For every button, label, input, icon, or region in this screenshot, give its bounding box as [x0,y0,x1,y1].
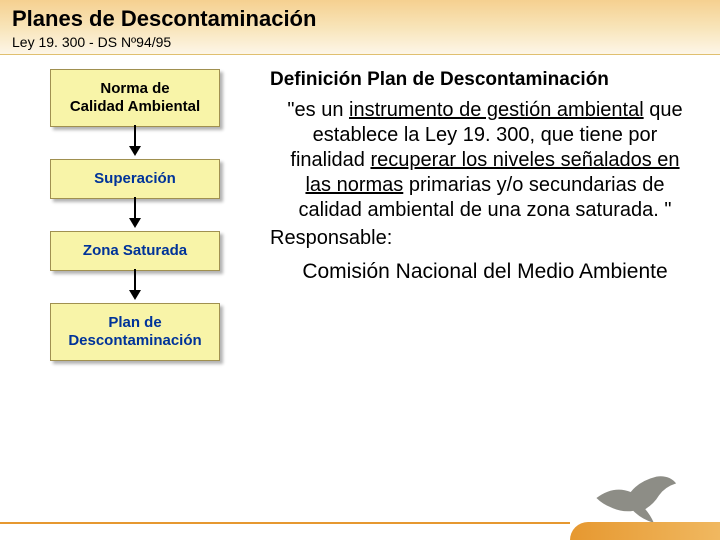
flow-node-label: Plan deDescontaminación [68,314,201,349]
slide-content: Norma deCalidad Ambiental Superación Zon… [0,55,720,361]
definition-body: "es un instrumento de gestión ambiental … [270,98,700,223]
footer-bar [0,522,720,540]
definition-heading: Definición Plan de Descontaminación [270,69,700,92]
flow-node-superacion: Superación [50,159,220,199]
flowchart: Norma deCalidad Ambiental Superación Zon… [10,69,260,361]
responsable-label: Responsable: [270,227,700,250]
slide-subtitle: Ley 19. 300 - DS Nº94/95 [12,34,708,50]
flow-node-label: Superación [94,170,176,187]
footer-accent [570,522,720,540]
footer-line [0,522,570,540]
flow-node-plan: Plan deDescontaminación [50,303,220,361]
flow-node-norma: Norma deCalidad Ambiental [50,69,220,127]
flow-node-label: Zona Saturada [83,242,187,259]
flow-node-label: Norma deCalidad Ambiental [70,80,200,115]
definition-panel: Definición Plan de Descontaminación "es … [270,69,710,361]
slide-header: Planes de Descontaminación Ley 19. 300 -… [0,0,720,55]
bird-icon [590,468,680,528]
flow-node-zona: Zona Saturada [50,231,220,271]
responsable-value: Comisión Nacional del Medio Ambiente [270,260,700,284]
slide-title: Planes de Descontaminación [12,6,708,32]
